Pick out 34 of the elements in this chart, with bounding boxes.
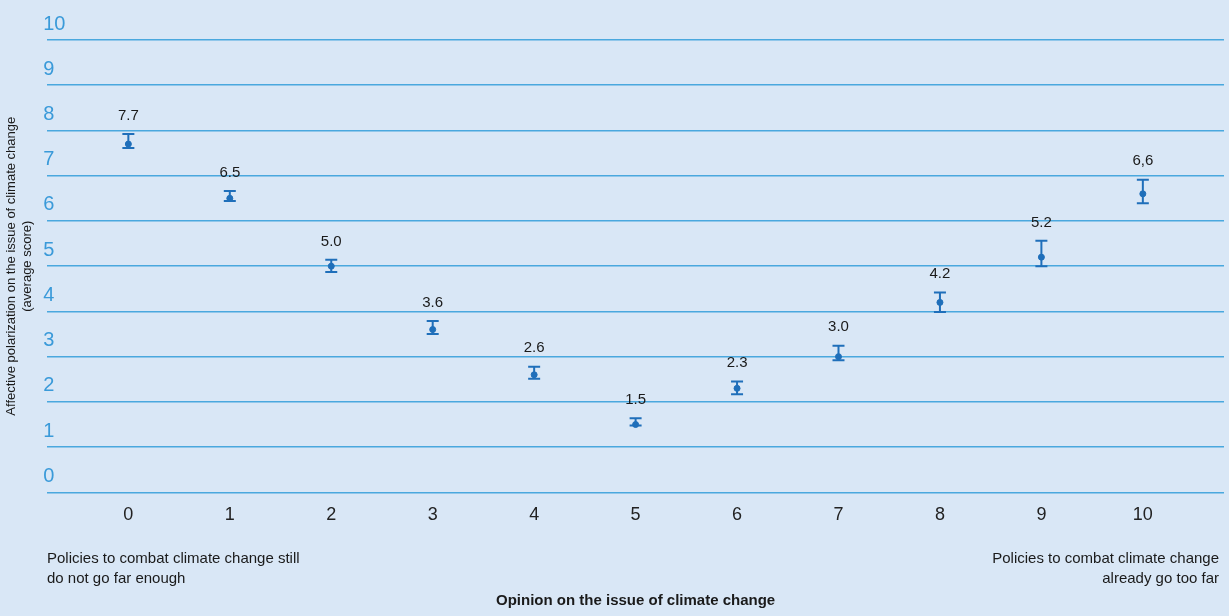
x-tick-label: 5: [630, 504, 641, 525]
x-tick-label: 3: [427, 504, 438, 525]
x-tick-label: 6: [732, 504, 743, 525]
data-label: 5.0: [320, 231, 342, 249]
y-tick-label: 8: [43, 102, 55, 124]
y-tick-label: 9: [43, 56, 55, 79]
data-label: 2.3: [726, 353, 748, 371]
x-axis-title: Opinion on the issue of climate change: [495, 591, 776, 609]
x-tick-label: 9: [1036, 504, 1047, 525]
data-label: 2.6: [523, 338, 545, 356]
y-tick-label: 7: [43, 147, 55, 170]
x-tick-label: 8: [934, 504, 945, 525]
text: Policies to combat climate change already go too far: [991, 548, 1219, 588]
y-tick-label: 1: [43, 418, 55, 441]
data-label: 3.6: [422, 292, 444, 310]
y-tick-label: 3: [43, 328, 55, 351]
y-tick-label: 0: [43, 463, 55, 486]
y-axis-title: Affective polarization on the issue of climate change (average score): [3, 116, 34, 416]
x-tick-label: 0: [123, 504, 134, 525]
y-tick-label: 2: [43, 373, 55, 396]
y-tick-label: 6: [43, 192, 55, 215]
data-label: 6,6: [1132, 151, 1154, 169]
x-tick-label: 4: [529, 504, 540, 525]
data-label: 3.0: [828, 317, 849, 335]
data-label: 7.7: [117, 105, 139, 123]
x-tick-label: 10: [1132, 504, 1153, 525]
x-tick-label: 1: [224, 504, 235, 525]
y-tick-label: 10: [43, 11, 66, 34]
y-tick-label: 5: [43, 237, 55, 260]
y-tick-label: 4: [43, 282, 55, 305]
data-label: 4.2: [929, 264, 951, 282]
x-tick-label: 7: [833, 504, 844, 525]
text: Policies to combat climate change still do not go far enough: [47, 548, 301, 588]
x-tick-label: 2: [326, 504, 337, 525]
